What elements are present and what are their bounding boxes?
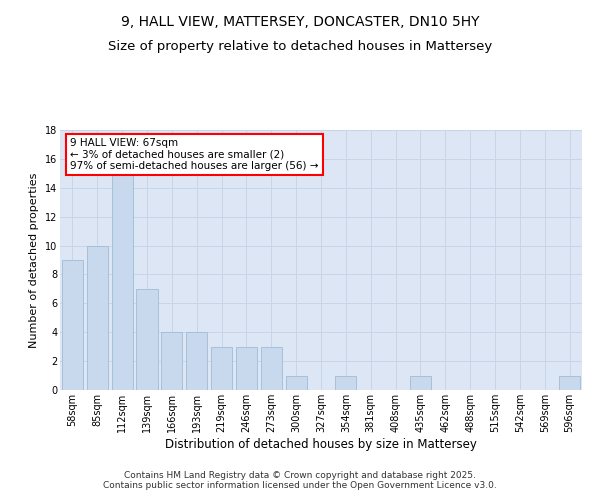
Bar [186, 332, 207, 390]
Text: 9 HALL VIEW: 67sqm
← 3% of detached houses are smaller (2)
97% of semi-detached : 9 HALL VIEW: 67sqm ← 3% of detached hous… [70, 138, 319, 171]
Bar [410, 376, 431, 390]
Bar [62, 260, 83, 390]
Bar [161, 332, 182, 390]
Bar [335, 376, 356, 390]
Y-axis label: Number of detached properties: Number of detached properties [29, 172, 39, 348]
Bar [112, 174, 133, 390]
Bar [261, 346, 282, 390]
Bar [286, 376, 307, 390]
Bar [559, 376, 580, 390]
Bar [236, 346, 257, 390]
Bar [136, 289, 158, 390]
Text: Contains HM Land Registry data © Crown copyright and database right 2025.
Contai: Contains HM Land Registry data © Crown c… [103, 470, 497, 490]
Text: Size of property relative to detached houses in Mattersey: Size of property relative to detached ho… [108, 40, 492, 53]
X-axis label: Distribution of detached houses by size in Mattersey: Distribution of detached houses by size … [165, 438, 477, 450]
Bar [87, 246, 108, 390]
Bar [211, 346, 232, 390]
Text: 9, HALL VIEW, MATTERSEY, DONCASTER, DN10 5HY: 9, HALL VIEW, MATTERSEY, DONCASTER, DN10… [121, 15, 479, 29]
